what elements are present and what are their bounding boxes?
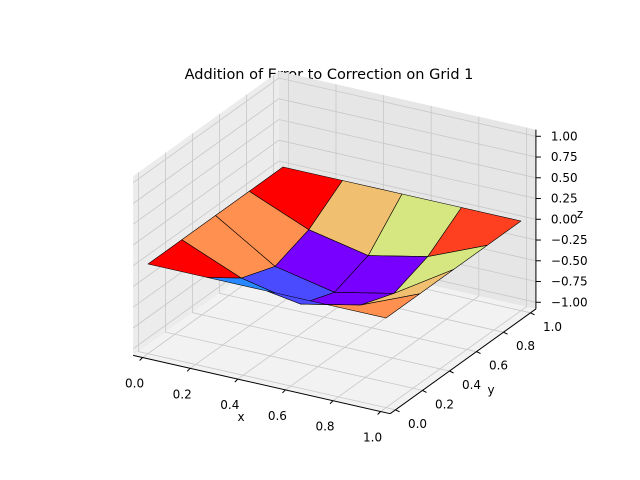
grid-lines xyxy=(132,73,536,412)
chart-title: Addition of Error to Correction on Grid … xyxy=(185,67,474,83)
y-gridline xyxy=(219,114,477,352)
y-tick-label: 0.2 xyxy=(435,397,454,411)
z-tick-label: 0.50 xyxy=(551,171,578,185)
z-gridline xyxy=(132,139,536,246)
tick-labels: 0.0 0.2 0.4 0.6 0.8 1.0 0.0 0.2 0.4 0.6 0.8 1.0 −1.0… xyxy=(125,129,588,444)
z-gridline xyxy=(132,119,536,225)
z-tick-label: −0.75 xyxy=(551,275,588,289)
x-tick xyxy=(329,400,334,405)
z-tick-label: −0.25 xyxy=(551,233,588,247)
x-tick-label: 0.4 xyxy=(220,398,239,412)
y-axis-label: y xyxy=(487,383,494,397)
y-tick xyxy=(449,370,454,374)
z-tick-label: 1.00 xyxy=(551,129,578,143)
y-tick xyxy=(503,331,508,335)
surface-mesh xyxy=(147,166,522,319)
x-tick xyxy=(234,378,239,383)
z-axis-label: z xyxy=(577,207,583,221)
x-tick-label: 0.0 xyxy=(125,377,144,391)
x-tick-label: 0.2 xyxy=(173,387,192,401)
y-tick-label: 1.0 xyxy=(543,320,562,334)
z-gridline xyxy=(132,160,536,267)
axis-lines xyxy=(132,129,541,415)
y-tick xyxy=(530,312,535,316)
x-tick xyxy=(282,389,286,394)
x-gridline xyxy=(332,116,480,402)
x-tick-label: 0.8 xyxy=(315,420,334,434)
x-axis-line xyxy=(132,354,391,415)
z-tick-label: 0.25 xyxy=(551,192,578,206)
x-tick xyxy=(186,367,191,372)
x-gridline xyxy=(380,127,527,412)
y-gridline xyxy=(192,133,450,372)
surface-face xyxy=(326,293,421,319)
z-tick-label: −1.00 xyxy=(551,295,588,309)
z-gridline xyxy=(132,98,536,204)
x-tick-label: 0.6 xyxy=(268,409,287,423)
y-gridline xyxy=(165,152,423,391)
z-tick-label: −0.50 xyxy=(551,254,588,268)
x-tick-label: 1.0 xyxy=(363,431,382,445)
y-axis-line xyxy=(389,308,537,415)
x-tick xyxy=(377,411,381,415)
z-gridline xyxy=(132,77,536,184)
y-tick-label: 0.8 xyxy=(516,339,535,353)
x-tick xyxy=(139,357,143,361)
y-tick xyxy=(422,389,427,393)
x-axis-label: x xyxy=(237,410,244,424)
y-tick-label: 0.4 xyxy=(462,378,481,392)
y-tick-label: 0.0 xyxy=(408,417,427,431)
z-tick-label: 0.00 xyxy=(551,212,578,226)
y-tick xyxy=(476,351,481,355)
y-tick-label: 0.6 xyxy=(489,359,508,373)
y-tick xyxy=(395,409,400,413)
z-tick-label: 0.75 xyxy=(551,150,578,164)
y-gridline xyxy=(138,172,396,411)
